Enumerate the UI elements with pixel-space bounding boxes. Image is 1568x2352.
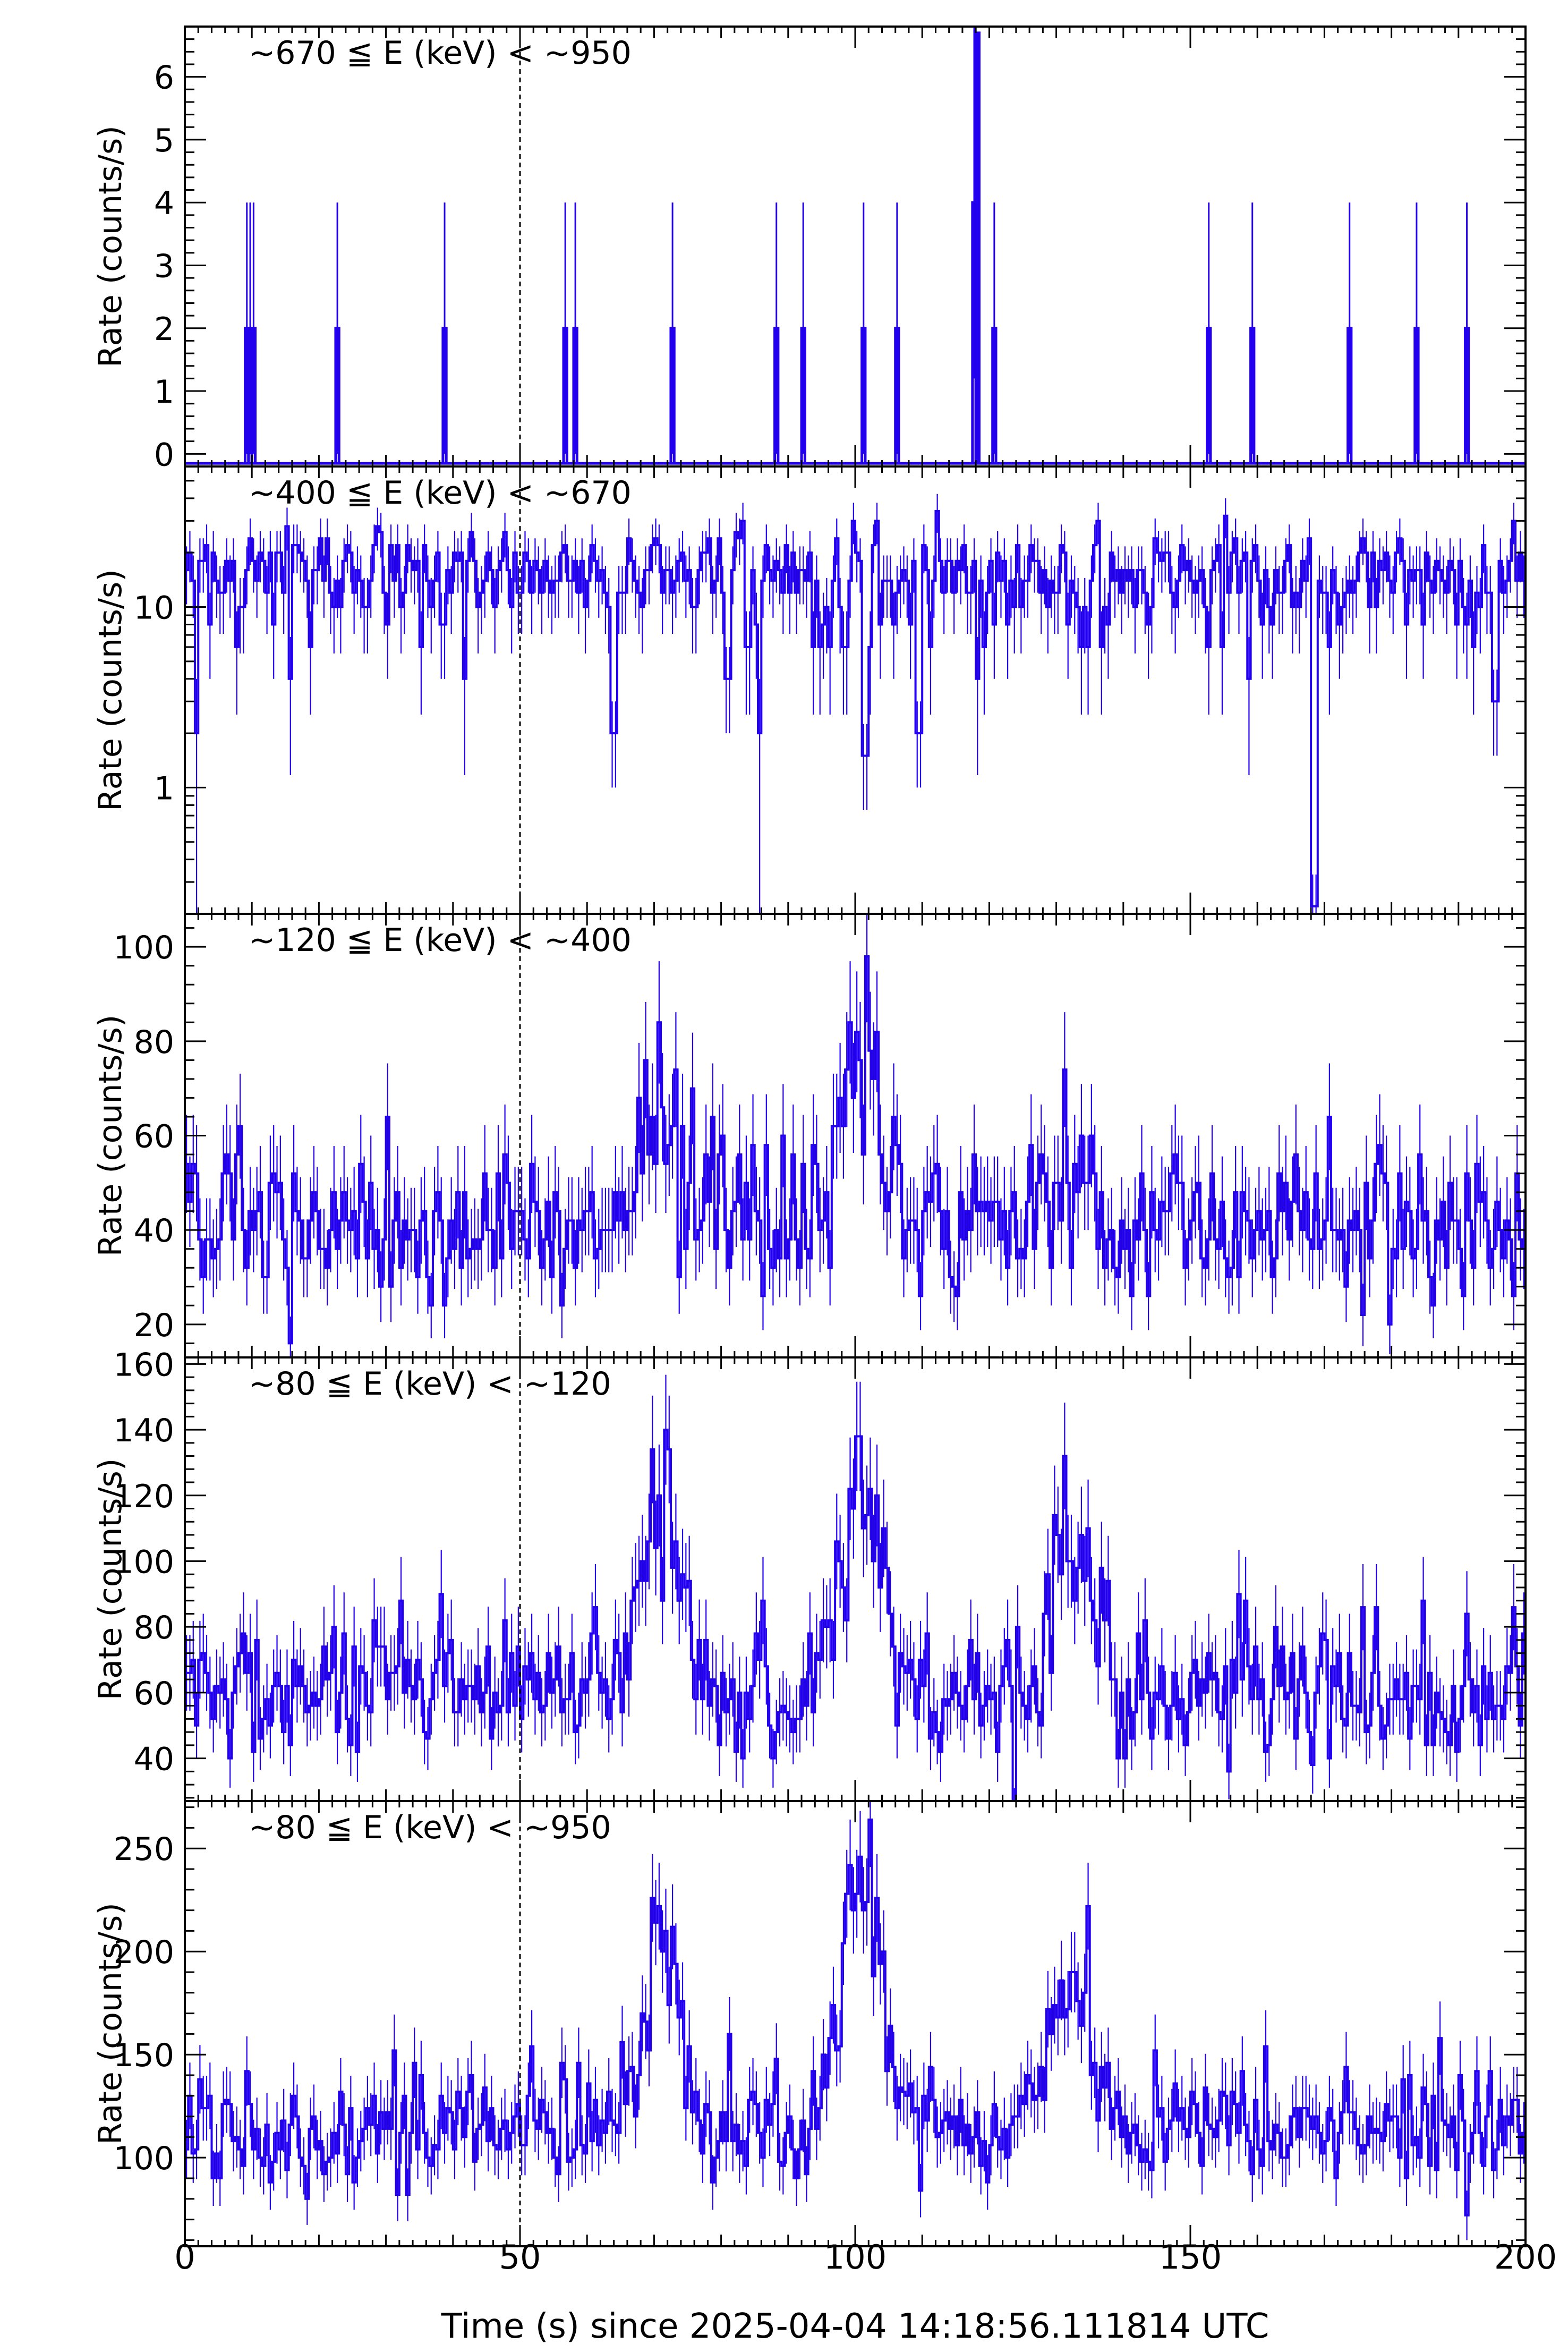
data-steps [185, 1818, 1526, 2217]
panel-frame [184, 1800, 1527, 2247]
y-tick-label: 100 [113, 929, 174, 966]
panel-frame [184, 1356, 1527, 1802]
y-tick-label: 60 [134, 1675, 174, 1712]
x-tick-label: 200 [1494, 2238, 1557, 2277]
energy-band-label: ~120 ≦ E (keV) < ~400 [249, 922, 632, 959]
light-curve-series [185, 1801, 1526, 2240]
data-steps [185, 1429, 1526, 1802]
panel-frame [184, 26, 1527, 468]
light-curve-series [185, 494, 1526, 914]
y-tick-label: 10 [134, 590, 174, 627]
panel-4: 40 60 80 100 120 140 160 Rate (counts/s) ~80 ≦ E… [92, 1346, 1527, 1802]
light-curve-series [185, 914, 1526, 1357]
y-tick-label: 20 [134, 1307, 174, 1344]
y-tick-label: 150 [113, 2037, 174, 2074]
y-tick-label: 100 [113, 1543, 174, 1581]
y-axis-label: Rate (counts/s) [92, 569, 129, 811]
y-tick-label: 80 [134, 1024, 174, 1061]
y-tick-label: 60 [134, 1118, 174, 1156]
y-tick-label: 120 [113, 1478, 174, 1515]
panel-5: 100 150 200 250 Rate (counts/s) ~80 ≦ E (keV)… [92, 1800, 1527, 2247]
y-tick-label: 40 [134, 1212, 174, 1250]
energy-band-label: ~80 ≦ E (keV) < ~950 [249, 1809, 611, 1846]
y-tick-label: 100 [113, 2140, 174, 2177]
y-tick-label: 1 [154, 770, 174, 807]
light-curve-series [185, 27, 1526, 465]
y-axis-label: Rate (counts/s) [92, 125, 129, 367]
y-axis-label: Rate (counts/s) [92, 1015, 129, 1256]
y-tick-label: 40 [134, 1741, 174, 1778]
data-steps [185, 955, 1526, 1345]
light-curve-series [185, 1374, 1526, 1802]
y-axis-label: Rate (counts/s) [92, 1458, 129, 1700]
y-tick-label: 0 [154, 436, 174, 473]
y-axis-label: Rate (counts/s) [92, 1903, 129, 2144]
y-tick-label: 2 [154, 311, 174, 348]
x-axis: 0 50 100 150 200 Time (s) since 2025-04-… [174, 2238, 1557, 2346]
x-tick-label: 0 [174, 2238, 195, 2277]
x-axis-label: Time (s) since 2025-04-04 14:18:56.11181… [441, 2307, 1269, 2346]
y-tick-label: 200 [113, 1934, 174, 1971]
y-tick-label: 1 [154, 373, 174, 411]
y-tick-label: 6 [154, 60, 174, 97]
panel-1: 0 1 2 3 4 5 6 Rate (counts/s) ~670 ≦ E (keV) < ~… [92, 26, 1527, 473]
y-tick-label: 250 [113, 1831, 174, 1868]
data-steps [185, 510, 1526, 907]
x-tick-label: 50 [499, 2238, 541, 2277]
x-tick-label: 150 [1159, 2238, 1222, 2277]
y-tick-label: 5 [154, 122, 174, 159]
y-tick-label: 3 [154, 248, 174, 285]
y-tick-label: 140 [113, 1412, 174, 1449]
y-tick-label: 80 [134, 1609, 174, 1646]
energy-band-label: ~400 ≦ E (keV) < ~670 [249, 474, 632, 512]
y-tick-label: 4 [154, 185, 174, 222]
x-tick-label: 100 [824, 2238, 887, 2277]
panel-3: 20 40 60 80 100 Rate (counts/s) ~120 ≦ E (keV)… [92, 913, 1527, 1358]
energy-band-label: ~80 ≦ E (keV) < ~120 [249, 1365, 611, 1403]
y-tick-label: 160 [113, 1346, 174, 1383]
energy-band-label: ~670 ≦ E (keV) < ~950 [249, 35, 632, 72]
